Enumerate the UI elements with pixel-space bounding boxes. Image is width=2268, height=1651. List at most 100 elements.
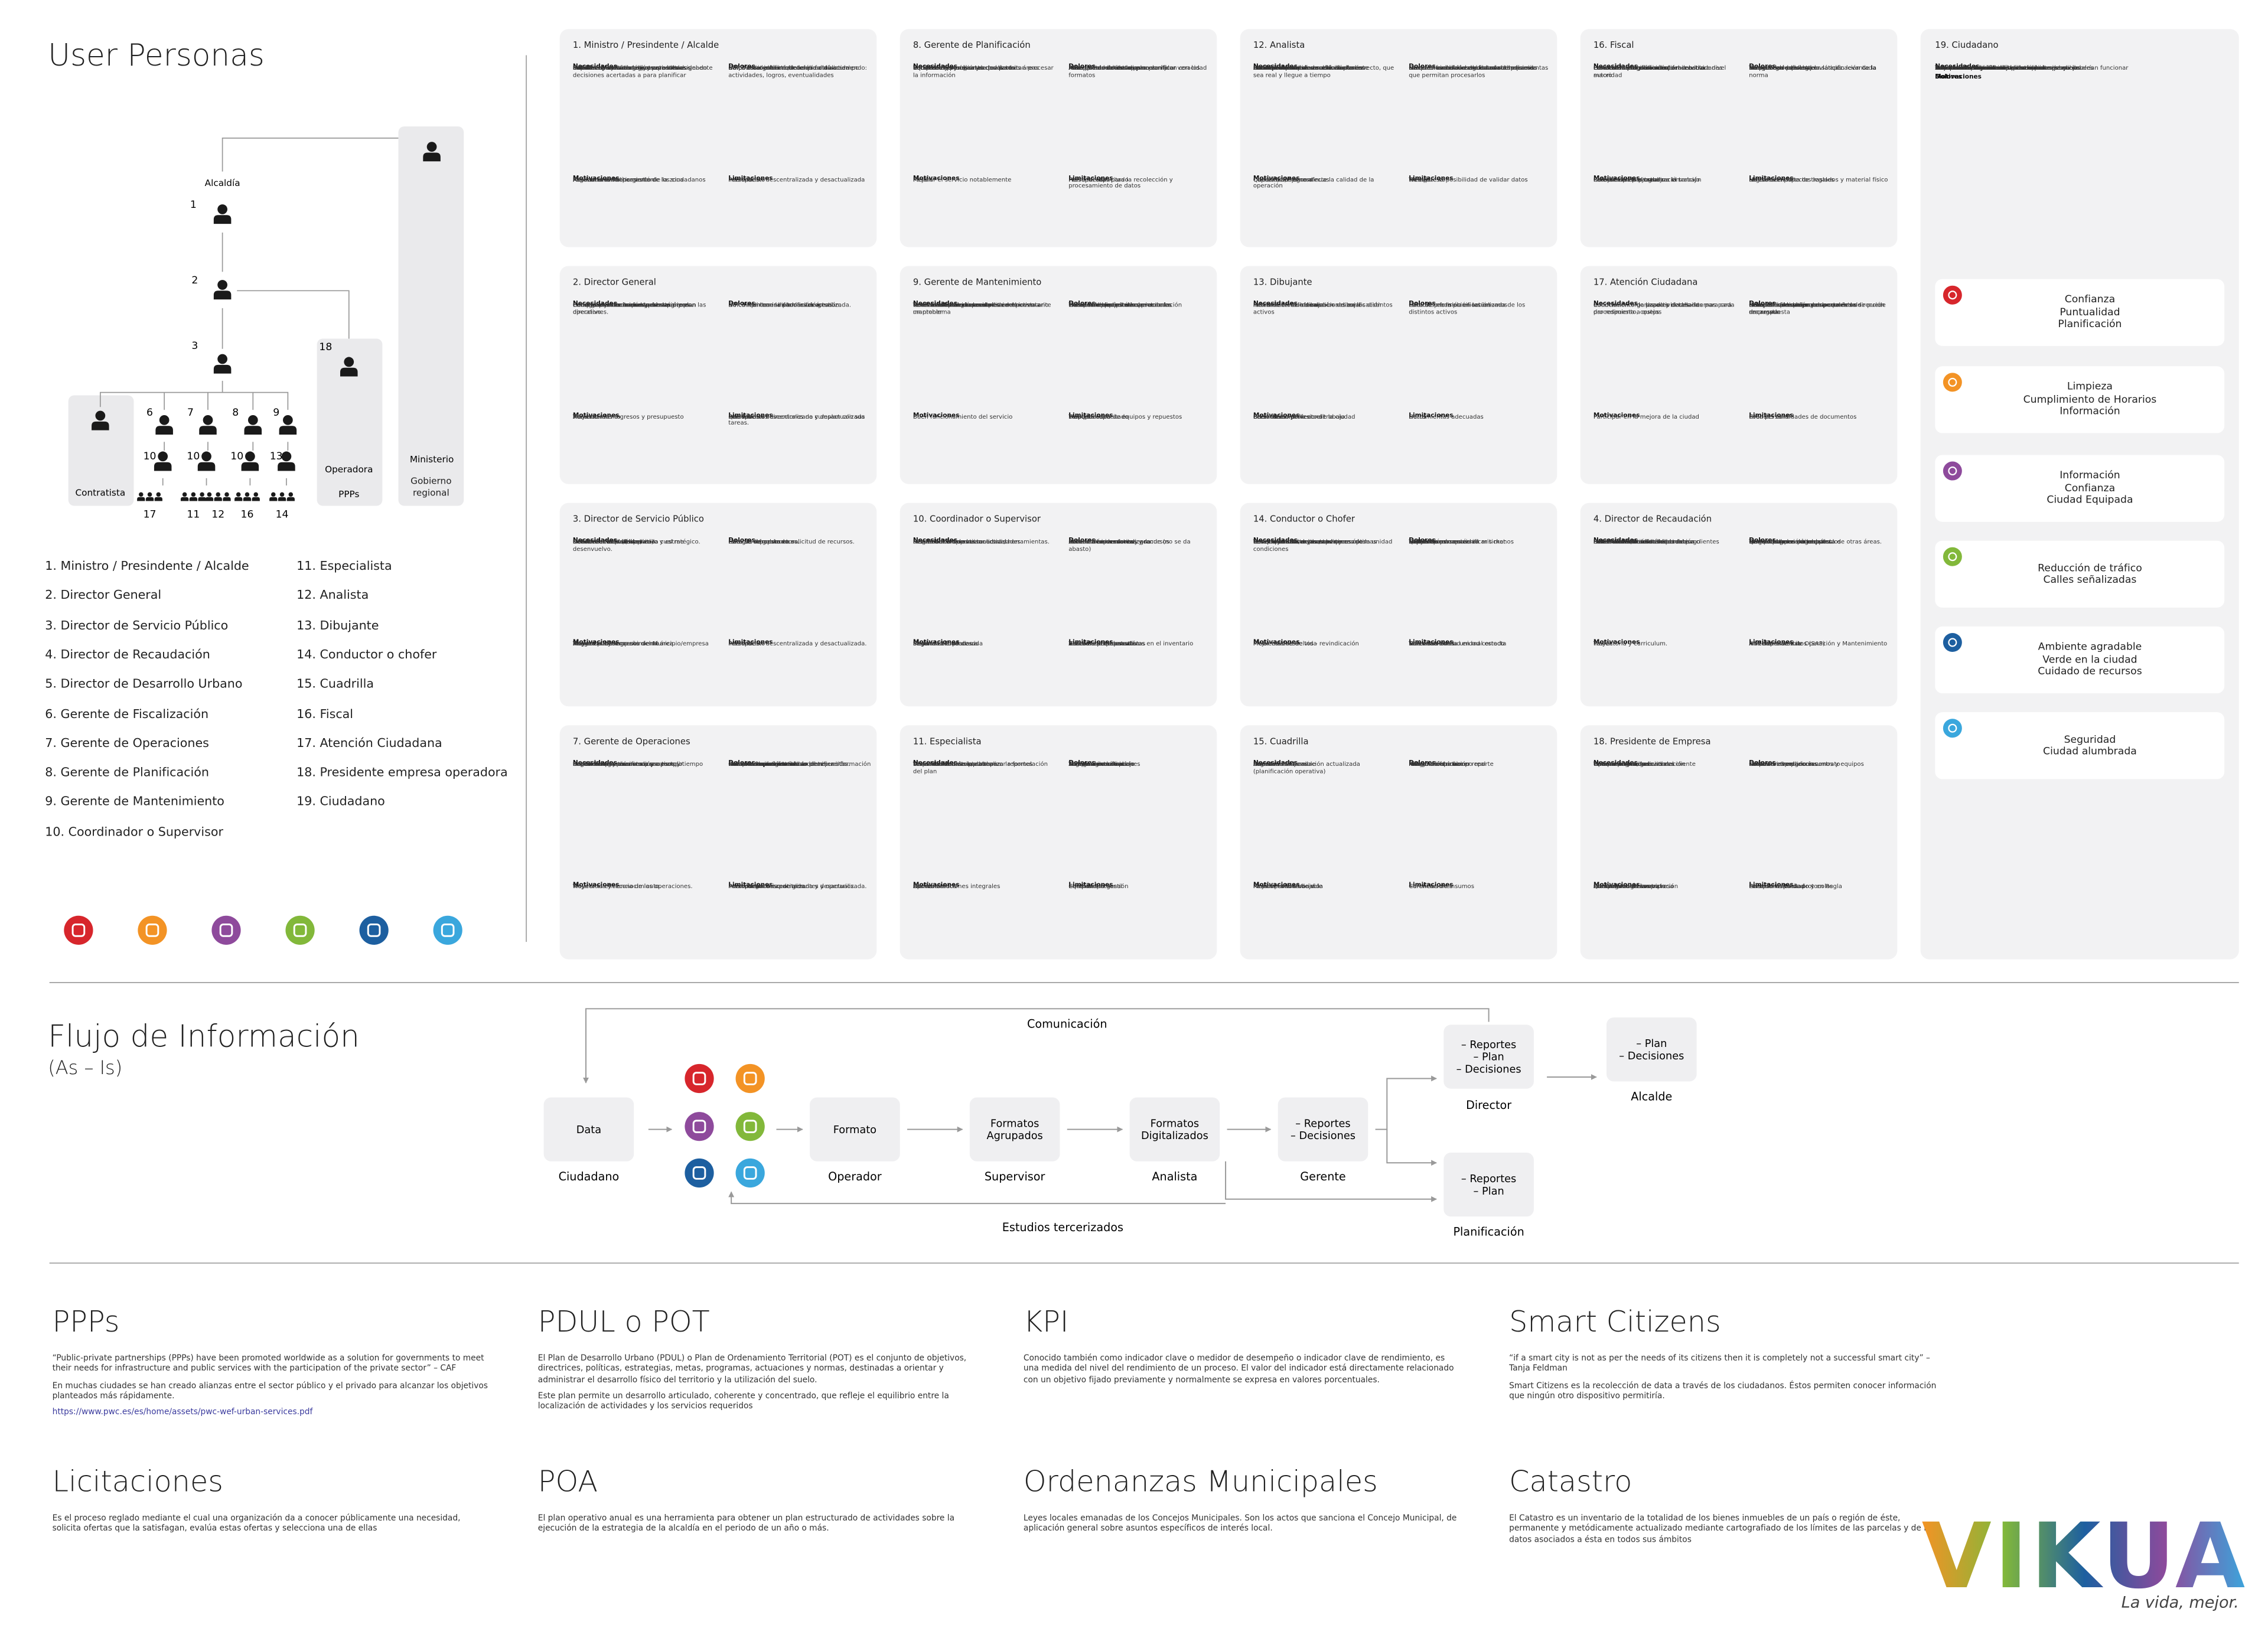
logo-name: VIKUA xyxy=(1922,1503,2248,1608)
flow-lines xyxy=(583,1008,1597,1205)
service-glyph xyxy=(1948,638,1957,647)
service-icon xyxy=(64,915,93,945)
flow-node-label: Director xyxy=(1466,1098,1511,1112)
flow-node xyxy=(1129,1097,1220,1161)
section-item: Aumentar los ingresos y presupuesto xyxy=(572,412,684,420)
legend-item: 8. Gerente de Planificación xyxy=(45,764,209,779)
head xyxy=(288,492,294,497)
section-heading: Necesidades xyxy=(1935,64,1980,71)
section-item: Incumplimiento de los planes xyxy=(1068,64,1156,71)
section-item: Tiempo xyxy=(1068,412,1091,420)
section-item: Difícil mantener información actualizada xyxy=(728,64,849,71)
section-item: Riesgo eléctrico xyxy=(1409,760,1456,768)
section-item: No contar con contratistas xyxy=(728,760,807,768)
section-item: Equipamiento xyxy=(1068,882,1110,890)
logo-tagline: La vida, mejor. xyxy=(2122,1593,2239,1611)
body xyxy=(154,497,162,501)
persona-title: 9. Gerente de Mantenimiento xyxy=(913,278,1042,288)
service-glyph xyxy=(743,1120,757,1134)
service-glyph xyxy=(1948,552,1957,562)
section-item: Planificación/Base de recaudación xyxy=(1593,537,1695,546)
section-item: Ausencia de datos xyxy=(1068,64,1123,71)
value-card: Reducción de tráfico Calles señalizadas xyxy=(1935,540,2225,608)
section-item: Ausencia de servicios xyxy=(1935,64,2000,71)
section-heading: Motivaciones xyxy=(1593,412,1640,420)
person-icon xyxy=(155,415,173,435)
section-item: Información en los cambios de zonificaci… xyxy=(1253,301,1381,308)
head xyxy=(158,451,168,462)
person-icon xyxy=(241,451,259,471)
section-item: Tener los insumos para realizar reportes xyxy=(913,760,1033,768)
section-item: Tener recursos / repuestos necesarios xyxy=(1253,537,1366,546)
section-item: Sobrecarga de trabajo xyxy=(1068,760,1135,768)
section-item: Personal xyxy=(728,412,754,420)
section-item: Poder hacer seguimiento del reclamo xyxy=(1935,64,2047,71)
section-item: Comprender necesidades de superiores. xyxy=(572,301,693,308)
section-item: Planificar y ejecutar el presupuesto asi… xyxy=(572,64,707,71)
legend-item: 16. Fiscal xyxy=(296,706,354,720)
section-item: No tener como conseguir la data requerid… xyxy=(1409,64,1537,71)
section-item: Falta de infraestructura. xyxy=(728,537,800,546)
persona-title: 17. Atención Ciudadana xyxy=(1593,278,1698,288)
body xyxy=(223,497,231,501)
section-item: Que su trabajo no afecte la calidad de l… xyxy=(1253,175,1374,190)
section-item: Generar ingresos xyxy=(1593,760,1645,768)
body xyxy=(269,497,278,501)
section-item: Personal poco capacitado. xyxy=(728,882,807,890)
persona-card: 14. Conductor o Chofer Necesidades Tener l… xyxy=(1240,503,1557,707)
legend-item: 12. Analista xyxy=(296,588,369,602)
body xyxy=(213,291,232,300)
section-subtitle: (As – Is) xyxy=(48,1058,123,1080)
section-item: Recibir datos y reportes de los otras ár… xyxy=(913,64,1040,71)
section-item: Dar a conocer los logros y actividades d… xyxy=(572,64,713,71)
persona-card: 18. Presidente de Empresa Necesidades Gene… xyxy=(1580,725,1898,960)
person-icon xyxy=(213,354,232,374)
operadora-box xyxy=(317,338,383,506)
section-item: Información descentralizada y desactuali… xyxy=(728,412,865,420)
section-item: Acceso a presupuesto xyxy=(1068,639,1134,647)
flow-node xyxy=(543,1097,634,1161)
section-item: Curiosidad/Progreso xyxy=(1253,175,1313,182)
section-item: Presupuesto xyxy=(1068,412,1106,420)
section-item: Falta de canales de comunicación xyxy=(1935,64,2036,71)
org-label: Ministerio xyxy=(410,454,454,465)
glossary-title: PPPs xyxy=(52,1303,120,1339)
section-item: Personales xyxy=(1253,412,1286,420)
section-item: Visibilidad de contratistas xyxy=(1068,639,1146,647)
person-icon xyxy=(252,492,260,501)
org-label: Alcaldía xyxy=(205,178,240,188)
section-item: Presupuesto xyxy=(728,412,765,420)
section-heading: Motivaciones xyxy=(1593,639,1640,647)
section-item: Carencia de personal xyxy=(1068,639,1132,647)
section-item: Establecer alianzas con otros entes xyxy=(572,64,679,71)
section-item: Carencia personal xyxy=(1068,882,1123,890)
head xyxy=(426,142,437,152)
org-number: 12 xyxy=(211,508,224,520)
persona-card: 12. Analista Necesidades Participación en … xyxy=(1240,29,1557,247)
section-item: Hacer cumplir planificación xyxy=(572,760,654,768)
section-item: Conocer estado del servicio. xyxy=(572,537,657,546)
person-icon xyxy=(340,357,358,377)
person-icon xyxy=(213,204,232,224)
body xyxy=(137,497,145,501)
section-heading: Limitaciones xyxy=(1409,882,1454,890)
section-item: Disponibilidad de equipos y repuestos xyxy=(1068,412,1182,420)
service-glyph xyxy=(1948,291,1957,300)
flow-node-text: – Reportes xyxy=(1295,1118,1350,1130)
glossary-link[interactable]: https://www.pwc.es/es/home/assets/pwc-we… xyxy=(52,1408,313,1418)
org-number: 8 xyxy=(232,407,239,419)
section-item: Control sobre el inventario de repuestos… xyxy=(728,760,850,768)
section-item: Tiempo de respuesta en la aplicación de … xyxy=(1749,64,1877,79)
section-item: Herramienta de contabilidad xyxy=(1593,537,1679,546)
persona-card: 4. Director de Recaudación Necesidades Est… xyxy=(1580,503,1898,707)
section-item: Información descentralizada y desactuali… xyxy=(728,882,867,890)
section-item: Monitorear actividades. xyxy=(572,537,643,546)
person-icon xyxy=(180,492,189,501)
section-item: Conocer la programación del servicio a n… xyxy=(1593,64,1726,79)
section-heading: Motivaciones xyxy=(1593,882,1640,890)
body xyxy=(213,215,232,224)
section-item: Inseguridad personal xyxy=(1749,64,1812,71)
section-item: Información organizada y detallada xyxy=(1593,301,1699,308)
section-item: Monitorear o Supervisar actividades xyxy=(913,537,1021,546)
flow-node-text: – Plan xyxy=(1636,1038,1667,1050)
